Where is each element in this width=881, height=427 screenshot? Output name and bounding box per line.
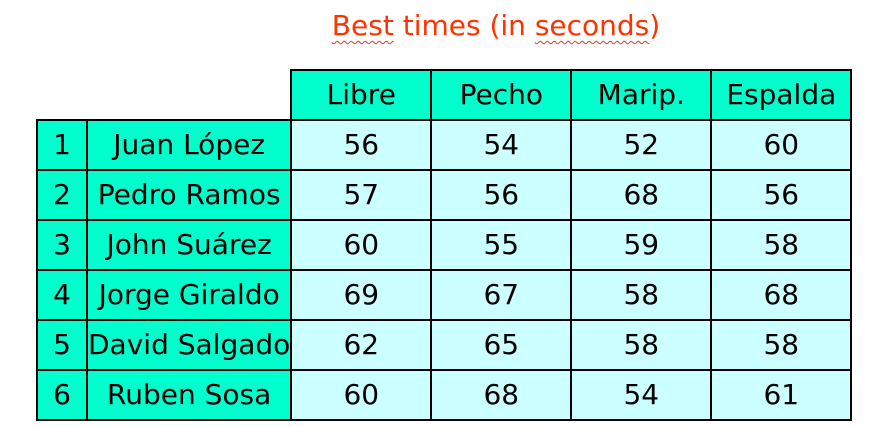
time-cell: 54 [430, 119, 573, 171]
rank-cell: 4 [36, 269, 88, 321]
time-cell: 55 [430, 219, 573, 271]
time-cell: 58 [570, 319, 713, 371]
time-cell: 69 [290, 269, 433, 321]
time-cell: 56 [430, 169, 573, 221]
title-end: ) [649, 9, 661, 42]
header-row: Libre Pecho Marip. Espalda [37, 69, 853, 121]
swimmer-name-cell: John Suárez [85, 219, 293, 271]
table-row: 6 Ruben Sosa 60 68 54 61 [36, 369, 853, 421]
time-cell: 68 [570, 169, 713, 221]
table-title: Best times (in seconds) [286, 6, 706, 46]
time-cell: 58 [570, 269, 713, 321]
title-middle: times (in [393, 9, 535, 42]
title-word-seconds: seconds [534, 9, 650, 42]
table-row: 1 Juan López 56 54 52 60 [36, 119, 853, 171]
column-header-pecho: Pecho [430, 69, 573, 121]
time-cell: 58 [710, 319, 853, 371]
time-cell: 56 [710, 169, 853, 221]
time-cell: 56 [290, 119, 433, 171]
table-row: 5 David Salgado 62 65 58 58 [36, 319, 853, 371]
rank-cell: 2 [36, 169, 88, 221]
time-cell: 65 [430, 319, 573, 371]
swimmer-name-cell: Ruben Sosa [85, 369, 293, 421]
rank-cell: 1 [36, 119, 88, 171]
time-cell: 54 [570, 369, 713, 421]
column-header-libre: Libre [290, 69, 433, 121]
column-header-marip: Marip. [570, 69, 713, 121]
rank-cell: 6 [36, 369, 88, 421]
time-cell: 59 [570, 219, 713, 271]
column-header-espalda: Espalda [710, 69, 853, 121]
table-row: 2 Pedro Ramos 57 56 68 56 [36, 169, 853, 221]
time-cell: 57 [290, 169, 433, 221]
time-cell: 67 [430, 269, 573, 321]
time-cell: 58 [710, 219, 853, 271]
table-row: 3 John Suárez 60 55 59 58 [36, 219, 853, 271]
blank-corner-cell [37, 70, 87, 120]
rank-cell: 3 [36, 219, 88, 271]
time-cell: 68 [710, 269, 853, 321]
swimmer-name-cell: Pedro Ramos [85, 169, 293, 221]
title-word-best: Best [331, 9, 394, 42]
time-cell: 60 [710, 119, 853, 171]
time-cell: 61 [710, 369, 853, 421]
blank-corner-cell [87, 70, 291, 120]
swimmer-name-cell: David Salgado [85, 319, 293, 371]
time-cell: 68 [430, 369, 573, 421]
time-cell: 62 [290, 319, 433, 371]
best-times-table: Libre Pecho Marip. Espalda 1 Juan López … [36, 69, 853, 421]
time-cell: 52 [570, 119, 713, 171]
time-cell: 60 [290, 369, 433, 421]
swimmer-name-cell: Jorge Giraldo [85, 269, 293, 321]
rank-cell: 5 [36, 319, 88, 371]
swimmer-name-cell: Juan López [85, 119, 293, 171]
table-row: 4 Jorge Giraldo 69 67 58 68 [36, 269, 853, 321]
time-cell: 60 [290, 219, 433, 271]
